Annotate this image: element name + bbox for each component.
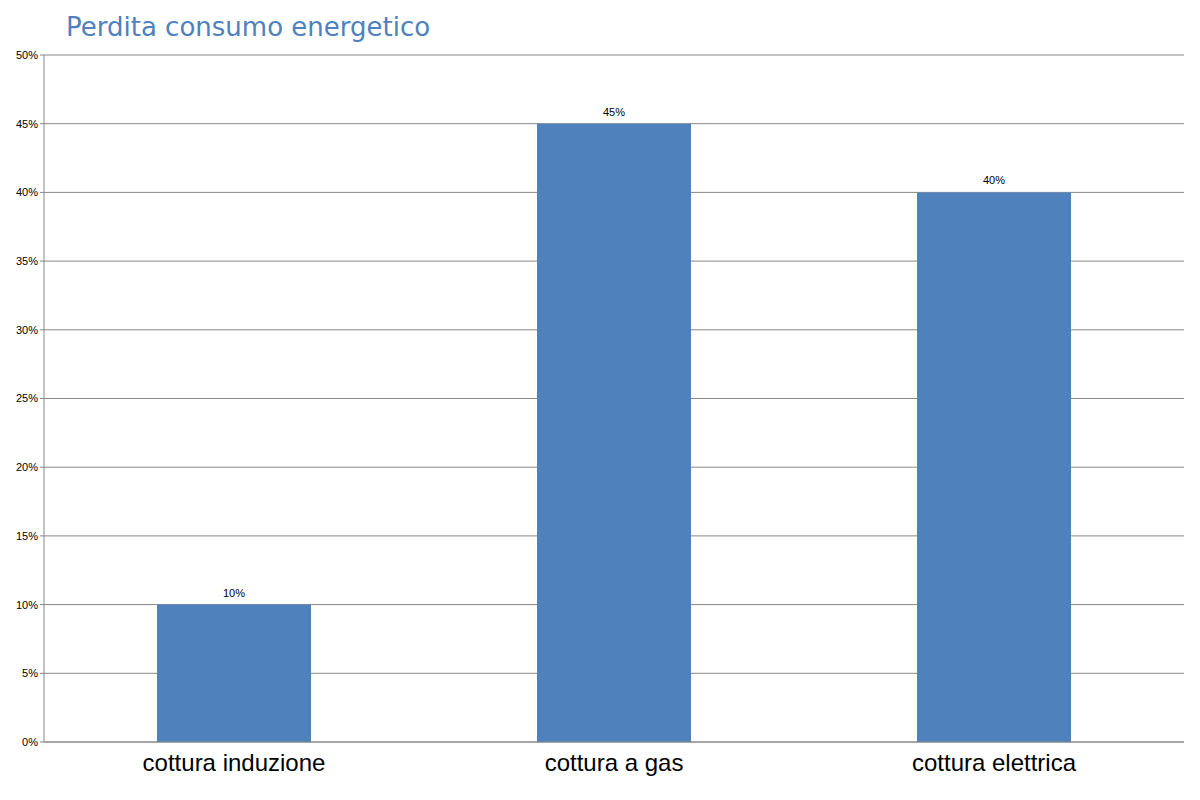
svg-text:35%: 35%	[16, 255, 38, 267]
svg-text:45%: 45%	[16, 118, 38, 130]
svg-text:10%: 10%	[223, 587, 245, 599]
svg-text:15%: 15%	[16, 530, 38, 542]
svg-text:cottura elettrica: cottura elettrica	[912, 749, 1077, 776]
html-text:Perdita consumo energetico: Perdita consumo energetico	[66, 12, 431, 42]
svg-text:0%: 0%	[22, 736, 38, 748]
svg-text:cottura a gas: cottura a gas	[545, 749, 684, 776]
svg-text:45%: 45%	[603, 106, 625, 118]
svg-text:50%: 50%	[16, 49, 38, 61]
svg-text:5%: 5%	[22, 667, 38, 679]
svg-text:40%: 40%	[983, 174, 1005, 186]
svg-text:40%: 40%	[16, 186, 38, 198]
svg-text:25%: 25%	[16, 392, 38, 404]
svg-text:cottura induzione: cottura induzione	[143, 749, 326, 776]
svg-text:30%: 30%	[16, 324, 38, 336]
svg-text:10%: 10%	[16, 599, 38, 611]
svg-text:20%: 20%	[16, 461, 38, 473]
